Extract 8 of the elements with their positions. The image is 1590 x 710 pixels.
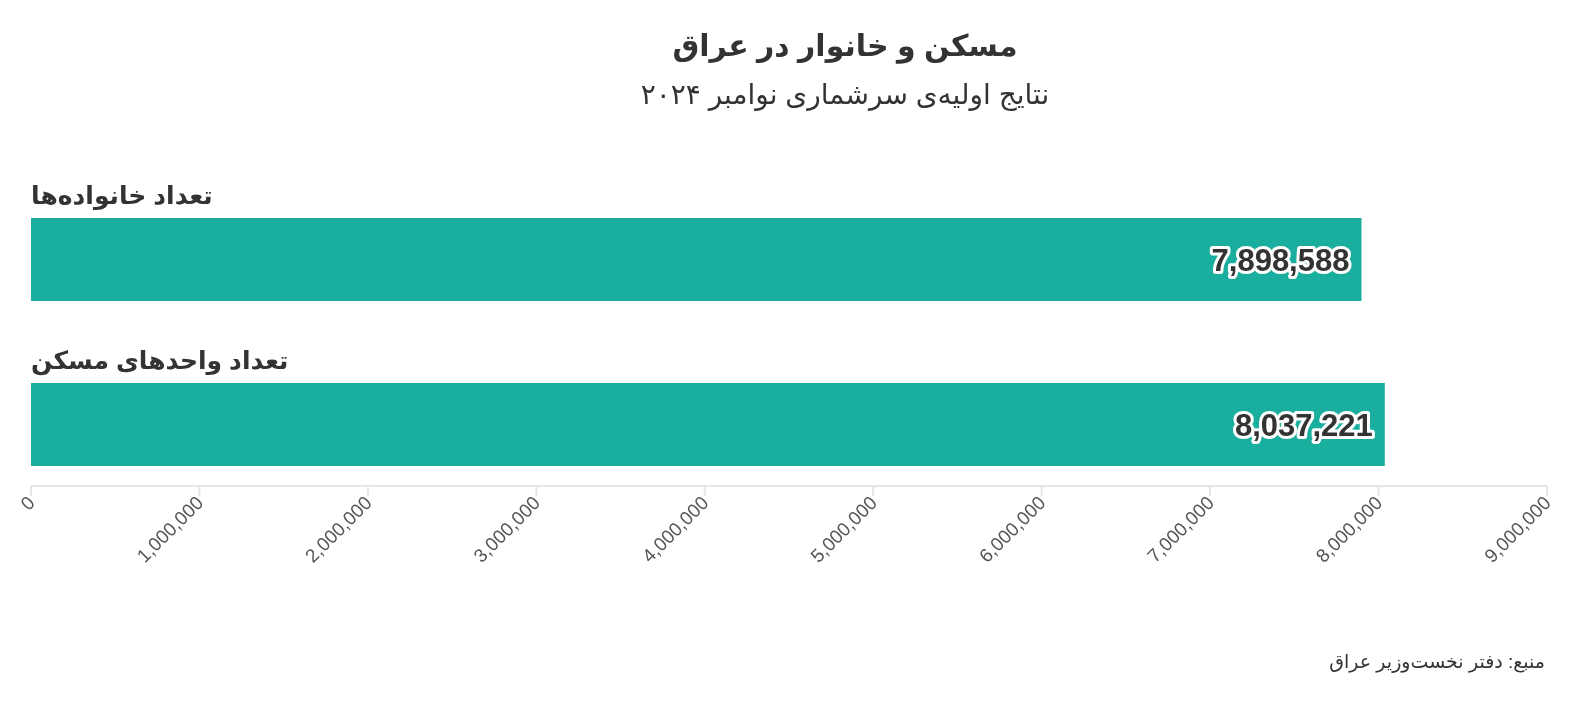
category: تعداد خانواده‌ها	[31, 181, 213, 209]
data-label: 7,898,588	[1211, 242, 1350, 278]
title: مسکن و خانوار در عراق	[672, 29, 1018, 62]
subtitle: نتایج اولیه‌ی سرشماری نوامبر ۲۰۲۴	[640, 79, 1050, 110]
data-label: 8,037,221	[1234, 407, 1373, 443]
annotation: منبع: دفتر نخست‌وزیر عراق	[1329, 651, 1545, 672]
x-tick-label: 0	[16, 491, 39, 515]
category: تعداد واحدهای مسکن	[31, 346, 289, 374]
